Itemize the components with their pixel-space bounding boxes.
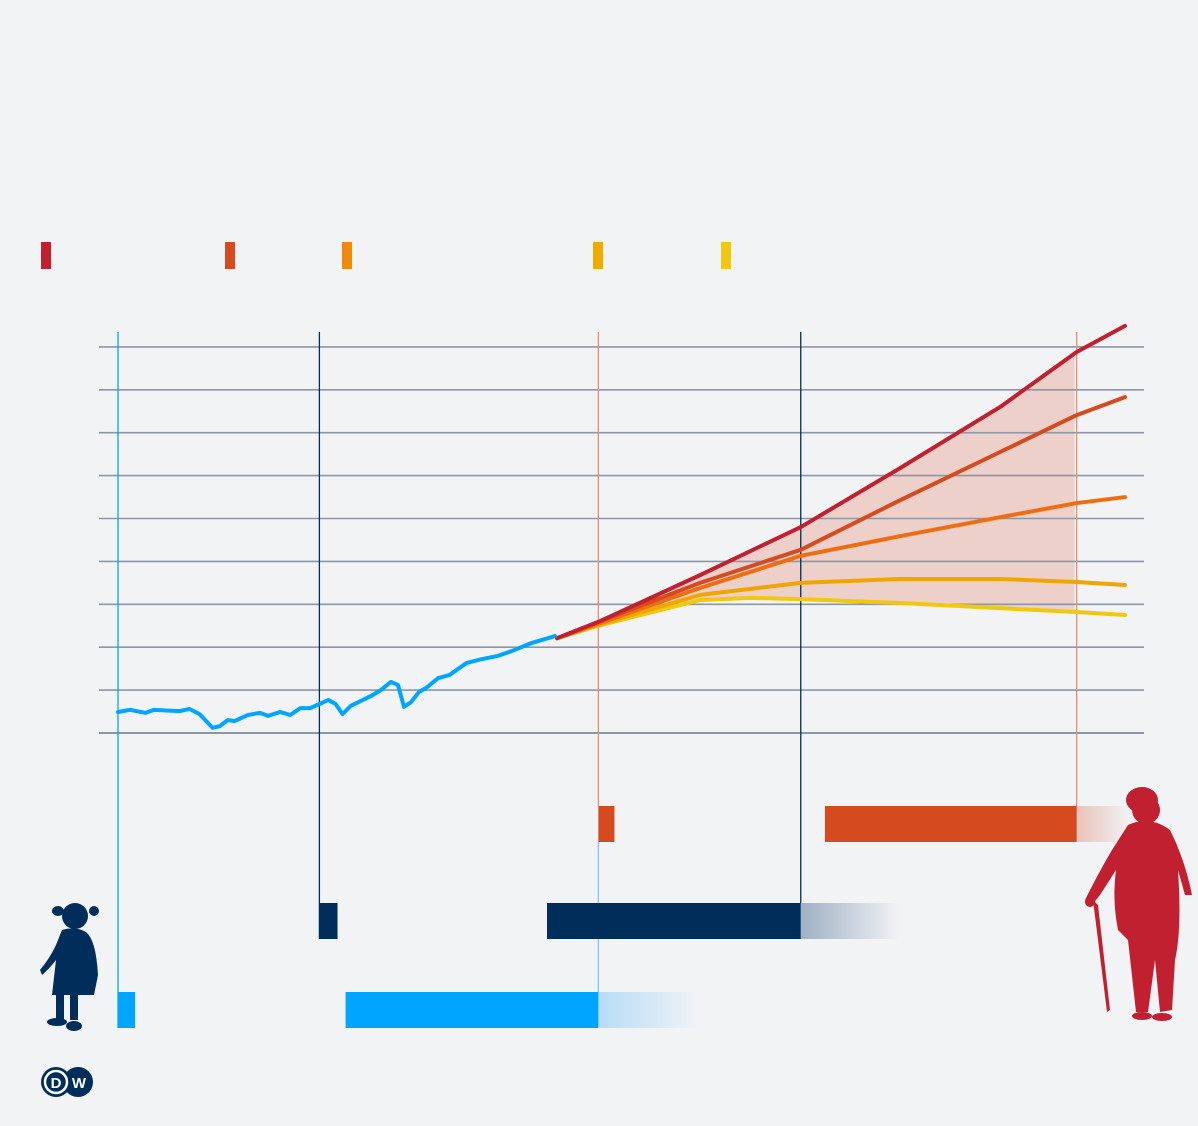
svg-text:W: W [72, 1075, 87, 1092]
dw-logo: D W [41, 1067, 93, 1097]
range-band [621, 353, 1075, 620]
legend-swatch [41, 242, 51, 269]
range-band-area [621, 353, 1075, 620]
legend [41, 242, 731, 269]
legend-swatch [225, 242, 235, 269]
child-silhouette-icon [40, 903, 99, 1031]
timeline-bar-fade [598, 992, 701, 1028]
timeline-bar [598, 806, 615, 842]
projection-line [555, 595, 1127, 641]
elderly-person-silhouette-icon [1085, 787, 1192, 1021]
historical-line [116, 634, 558, 730]
series-lines [116, 323, 1127, 730]
timeline-bar [319, 903, 338, 939]
projection-line [555, 495, 1127, 641]
projection-line [555, 576, 1127, 641]
timeline-bars [118, 806, 1131, 1028]
timeline-bar-fade [800, 903, 901, 939]
timeline-bar [546, 903, 801, 939]
legend-swatch [593, 242, 603, 269]
timeline-bar [345, 992, 599, 1028]
timeline-bar [824, 806, 1077, 842]
grid [99, 346, 1144, 734]
projection-line [555, 323, 1127, 641]
svg-text:D: D [51, 1075, 62, 1092]
marker-lines [117, 332, 1078, 1028]
legend-swatch [721, 242, 731, 269]
timeline-bar [118, 992, 136, 1028]
legend-swatch [342, 242, 352, 269]
